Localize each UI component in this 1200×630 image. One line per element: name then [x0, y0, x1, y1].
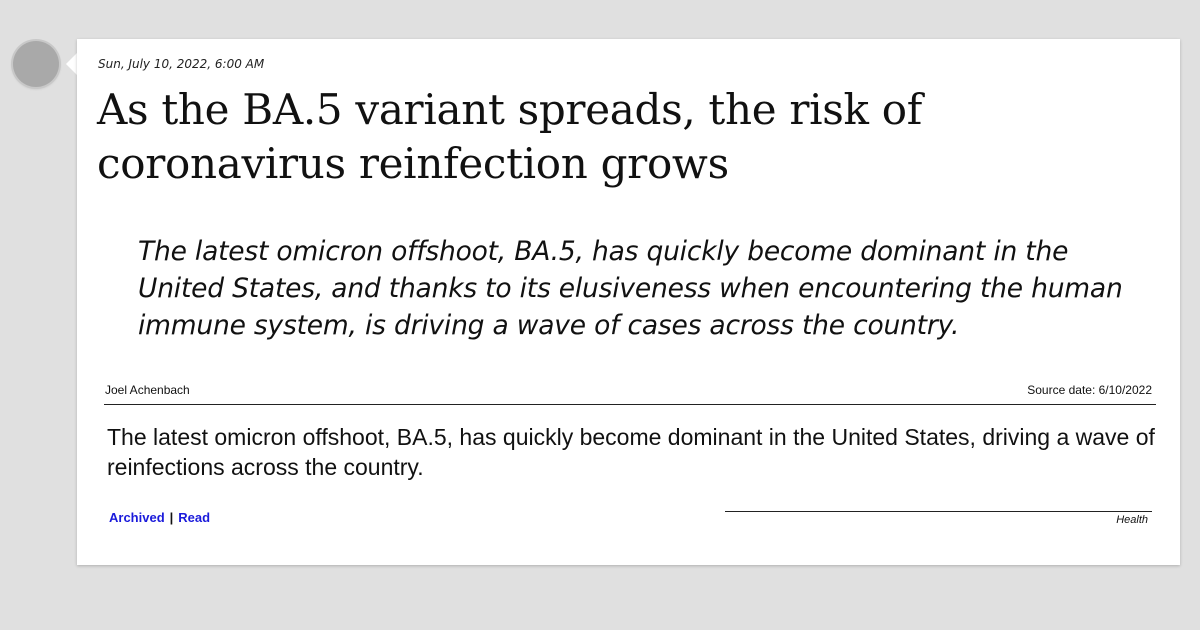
author-byline: Joel Achenbach	[105, 383, 190, 397]
post-card: Sun, July 10, 2022, 6:00 AM As the BA.5 …	[77, 39, 1180, 565]
divider	[104, 404, 1156, 405]
post-links: Archived | Read	[109, 510, 210, 525]
post-date: Sun, July 10, 2022, 6:00 AM	[98, 57, 265, 71]
post-summary: The latest omicron offshoot, BA.5, has q…	[107, 424, 1155, 480]
read-link[interactable]: Read	[178, 510, 211, 525]
category-divider	[725, 511, 1152, 512]
post-quote: The latest omicron offshoot, BA.5, has q…	[138, 236, 1123, 341]
category-label: Health	[1116, 514, 1148, 526]
card-pointer	[66, 53, 77, 75]
avatar[interactable]	[13, 41, 59, 87]
post-title: As the BA.5 variant spreads, the risk of…	[97, 85, 922, 188]
source-date: Source date: 6/10/2022	[1027, 383, 1152, 397]
link-separator: |	[169, 510, 174, 525]
archived-link[interactable]: Archived	[109, 510, 165, 525]
